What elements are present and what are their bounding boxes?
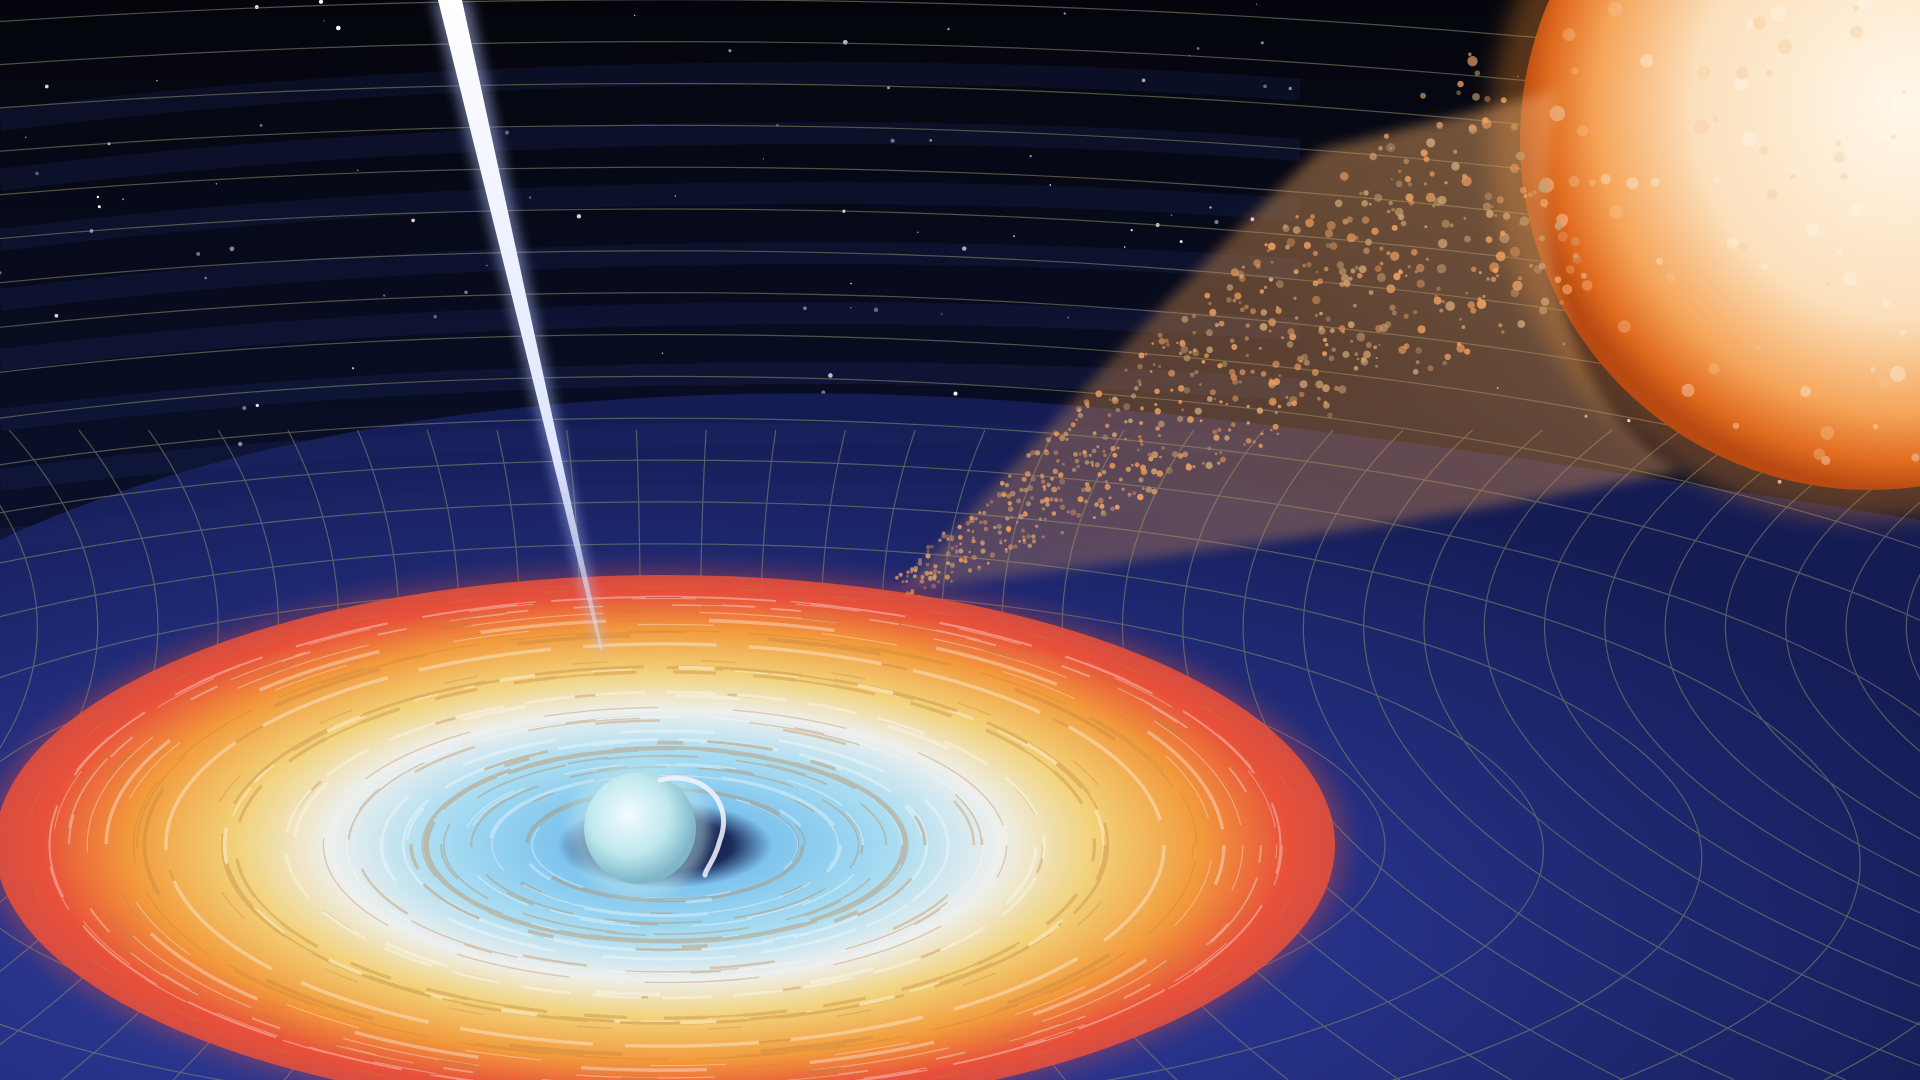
mass-transfer-stream: [895, 52, 1680, 598]
neutron-star: [570, 758, 727, 898]
fabric-bands: [0, 62, 1301, 551]
relativistic-jet: [432, 0, 605, 652]
